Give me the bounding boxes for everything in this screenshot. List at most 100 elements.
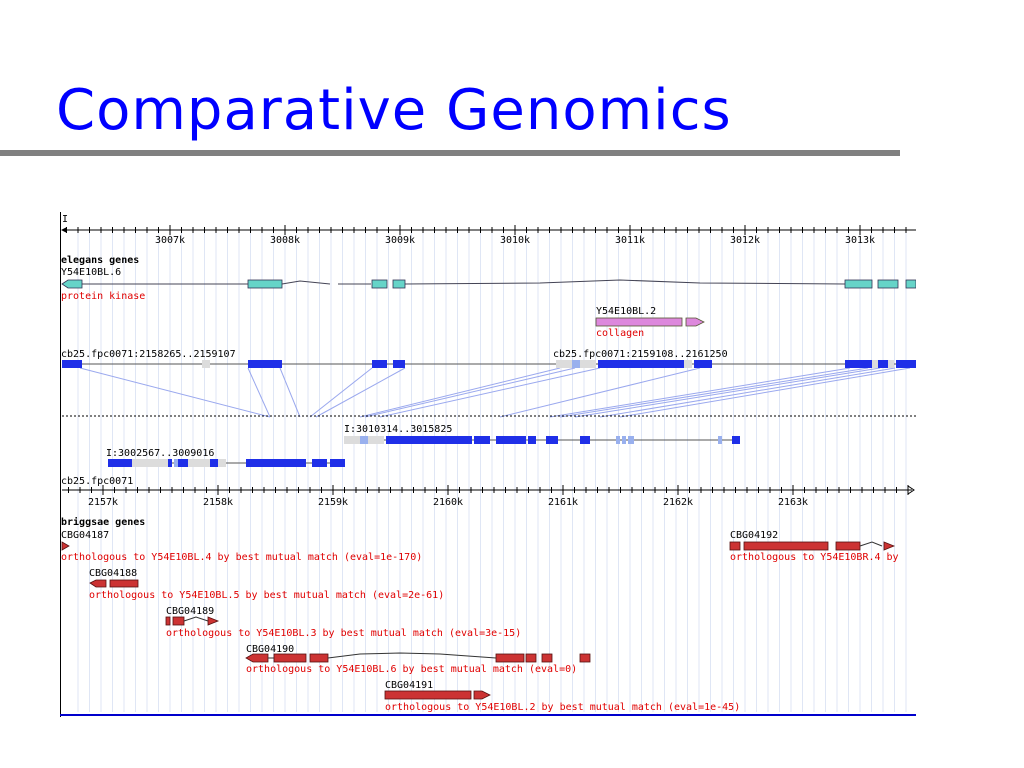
ruler-tick-label: 2160k [433, 497, 463, 508]
connector-line [79, 367, 271, 418]
alignment-block [546, 436, 558, 444]
slide-title: Comparative Genomics [56, 78, 732, 143]
alignment-block [845, 360, 872, 368]
ruler-tick-label: 3011k [615, 235, 645, 246]
contig-top-label-2[interactable]: cb25.fpc0071:2159108..2161250 [553, 349, 728, 360]
alignment-block [312, 459, 327, 467]
title-underline [0, 150, 900, 156]
genome-browser-svg: I 3007k 3008k 3009k 3010k 3011k 3012k 3013k el… [60, 212, 916, 717]
elegans-gene1-name[interactable]: Y54E10BL.6 [61, 267, 121, 278]
lower-ruler-ticks: 2157k 2158k 2159k 2160k 2161k 2162k 2163k [68, 485, 909, 508]
elegans-gene2-desc: collagen [596, 328, 644, 339]
briggsae-gene-model[interactable] [729, 541, 896, 551]
briggsae-gene-model[interactable] [245, 652, 591, 663]
contig-mid-label-2[interactable]: I:3002567..3009016 [106, 448, 214, 459]
contig-mid-label-1[interactable]: I:3010314..3015825 [344, 424, 452, 435]
elegans-gene2-name[interactable]: Y54E10BL.2 [596, 306, 656, 317]
gene1-exon [371, 279, 388, 289]
gene1-exon [905, 279, 916, 289]
ruler-tick-label: 2157k [88, 497, 118, 508]
exon [835, 541, 861, 551]
briggsae-gene-name[interactable]: CBG04188 [89, 568, 137, 579]
briggsae-gene-name[interactable]: CBG04191 [385, 680, 433, 691]
exon [172, 616, 185, 626]
briggsae-gene-desc: orthologous to Y54E10BL.2 by best mutual… [385, 702, 740, 713]
briggsae-gene-desc: orthologous to Y54E10BL.4 by best mutual… [61, 552, 422, 563]
alignment-block [360, 436, 368, 444]
elegans-track-header: elegans genes [61, 255, 139, 266]
alignment-block [344, 436, 360, 444]
elegans-gene2-model[interactable] [595, 317, 705, 327]
alignment-block [108, 459, 132, 467]
connector-line [574, 367, 881, 418]
exon [541, 653, 553, 663]
alignment-block [496, 436, 526, 444]
alignment-block [896, 360, 906, 368]
contig-top-alignment[interactable] [62, 360, 916, 368]
ruler-tick-label: 2162k [663, 497, 693, 508]
alignment-block [732, 436, 740, 444]
ruler-tick-label: 3013k [845, 235, 875, 246]
intron [859, 541, 883, 547]
alignment-block [580, 360, 596, 368]
alignment-block [598, 360, 684, 368]
briggsae-gene-desc: orthologous to Y54E10BL.6 by best mutual… [246, 664, 577, 675]
exon [883, 541, 896, 551]
connector-line [379, 367, 601, 418]
exon [109, 579, 139, 588]
briggsae-gene-name[interactable]: CBG04189 [166, 606, 214, 617]
alignment-block [622, 436, 626, 444]
briggsae-gene-model[interactable] [165, 616, 220, 626]
contig-top-label-1[interactable]: cb25.fpc0071:2158265..2159107 [61, 349, 236, 360]
exon [165, 616, 171, 626]
alignment-block [386, 436, 472, 444]
briggsae-gene-model[interactable] [89, 579, 139, 588]
alignment-block [872, 360, 878, 368]
alignment-block [248, 360, 282, 368]
upper-ruler-ticks: 3007k 3008k 3009k 3010k 3011k 3012k 3013k [66, 225, 907, 246]
ruler-tick-label: 3008k [270, 235, 300, 246]
alignment-block [168, 459, 172, 467]
gene2-exon [595, 317, 683, 327]
elegans-gene1-model[interactable] [61, 279, 916, 289]
alignment-block [616, 436, 620, 444]
ruler-tick-label: 2161k [548, 497, 578, 508]
exon [245, 653, 269, 663]
briggsae-gene-name[interactable]: CBG04190 [246, 644, 294, 655]
alignment-block [694, 360, 712, 368]
lower-contig-label: cb25.fpc0071 [61, 476, 133, 487]
gene1-intron [281, 280, 331, 285]
alignment-block [174, 459, 178, 467]
alignment-block [246, 459, 306, 467]
intron [183, 616, 209, 622]
connector-line [279, 367, 301, 418]
briggsae-gene-desc: orthologous to Y54E10BR.4 by [730, 552, 899, 563]
gene1-exon [877, 279, 899, 289]
ruler-tick-label: 3012k [730, 235, 760, 246]
briggsae-gene-model[interactable] [384, 690, 491, 700]
upper-ruler-left-arrow [61, 227, 67, 233]
connector-line [309, 367, 373, 418]
contig-mid-alignment-2[interactable] [108, 459, 345, 467]
briggsae-gene-model[interactable] [61, 541, 70, 551]
alignment-block [474, 436, 490, 444]
alignment-block [132, 459, 168, 467]
briggsae-gene-name[interactable]: CBG04187 [61, 530, 109, 541]
exon [384, 690, 472, 700]
alignment-block [572, 360, 580, 368]
alignment-block [906, 360, 916, 368]
alignment-block [368, 436, 384, 444]
lower-ruler-right-arrow [907, 485, 915, 495]
exon [579, 653, 591, 663]
alignment-block [718, 436, 722, 444]
connector-line [599, 367, 896, 418]
alignment-block [684, 360, 692, 368]
connector-line [619, 367, 911, 418]
alignment-block [393, 360, 405, 368]
gene1-exon [247, 279, 283, 289]
briggsae-gene-name[interactable]: CBG04192 [730, 530, 778, 541]
genome-browser-panel[interactable]: I 3007k 3008k 3009k 3010k 3011k 3012k 3013k el… [60, 212, 916, 717]
alignment-block [218, 459, 226, 467]
ruler-tick-label: 2159k [318, 497, 348, 508]
contig-mid-alignment-1[interactable] [344, 436, 740, 444]
